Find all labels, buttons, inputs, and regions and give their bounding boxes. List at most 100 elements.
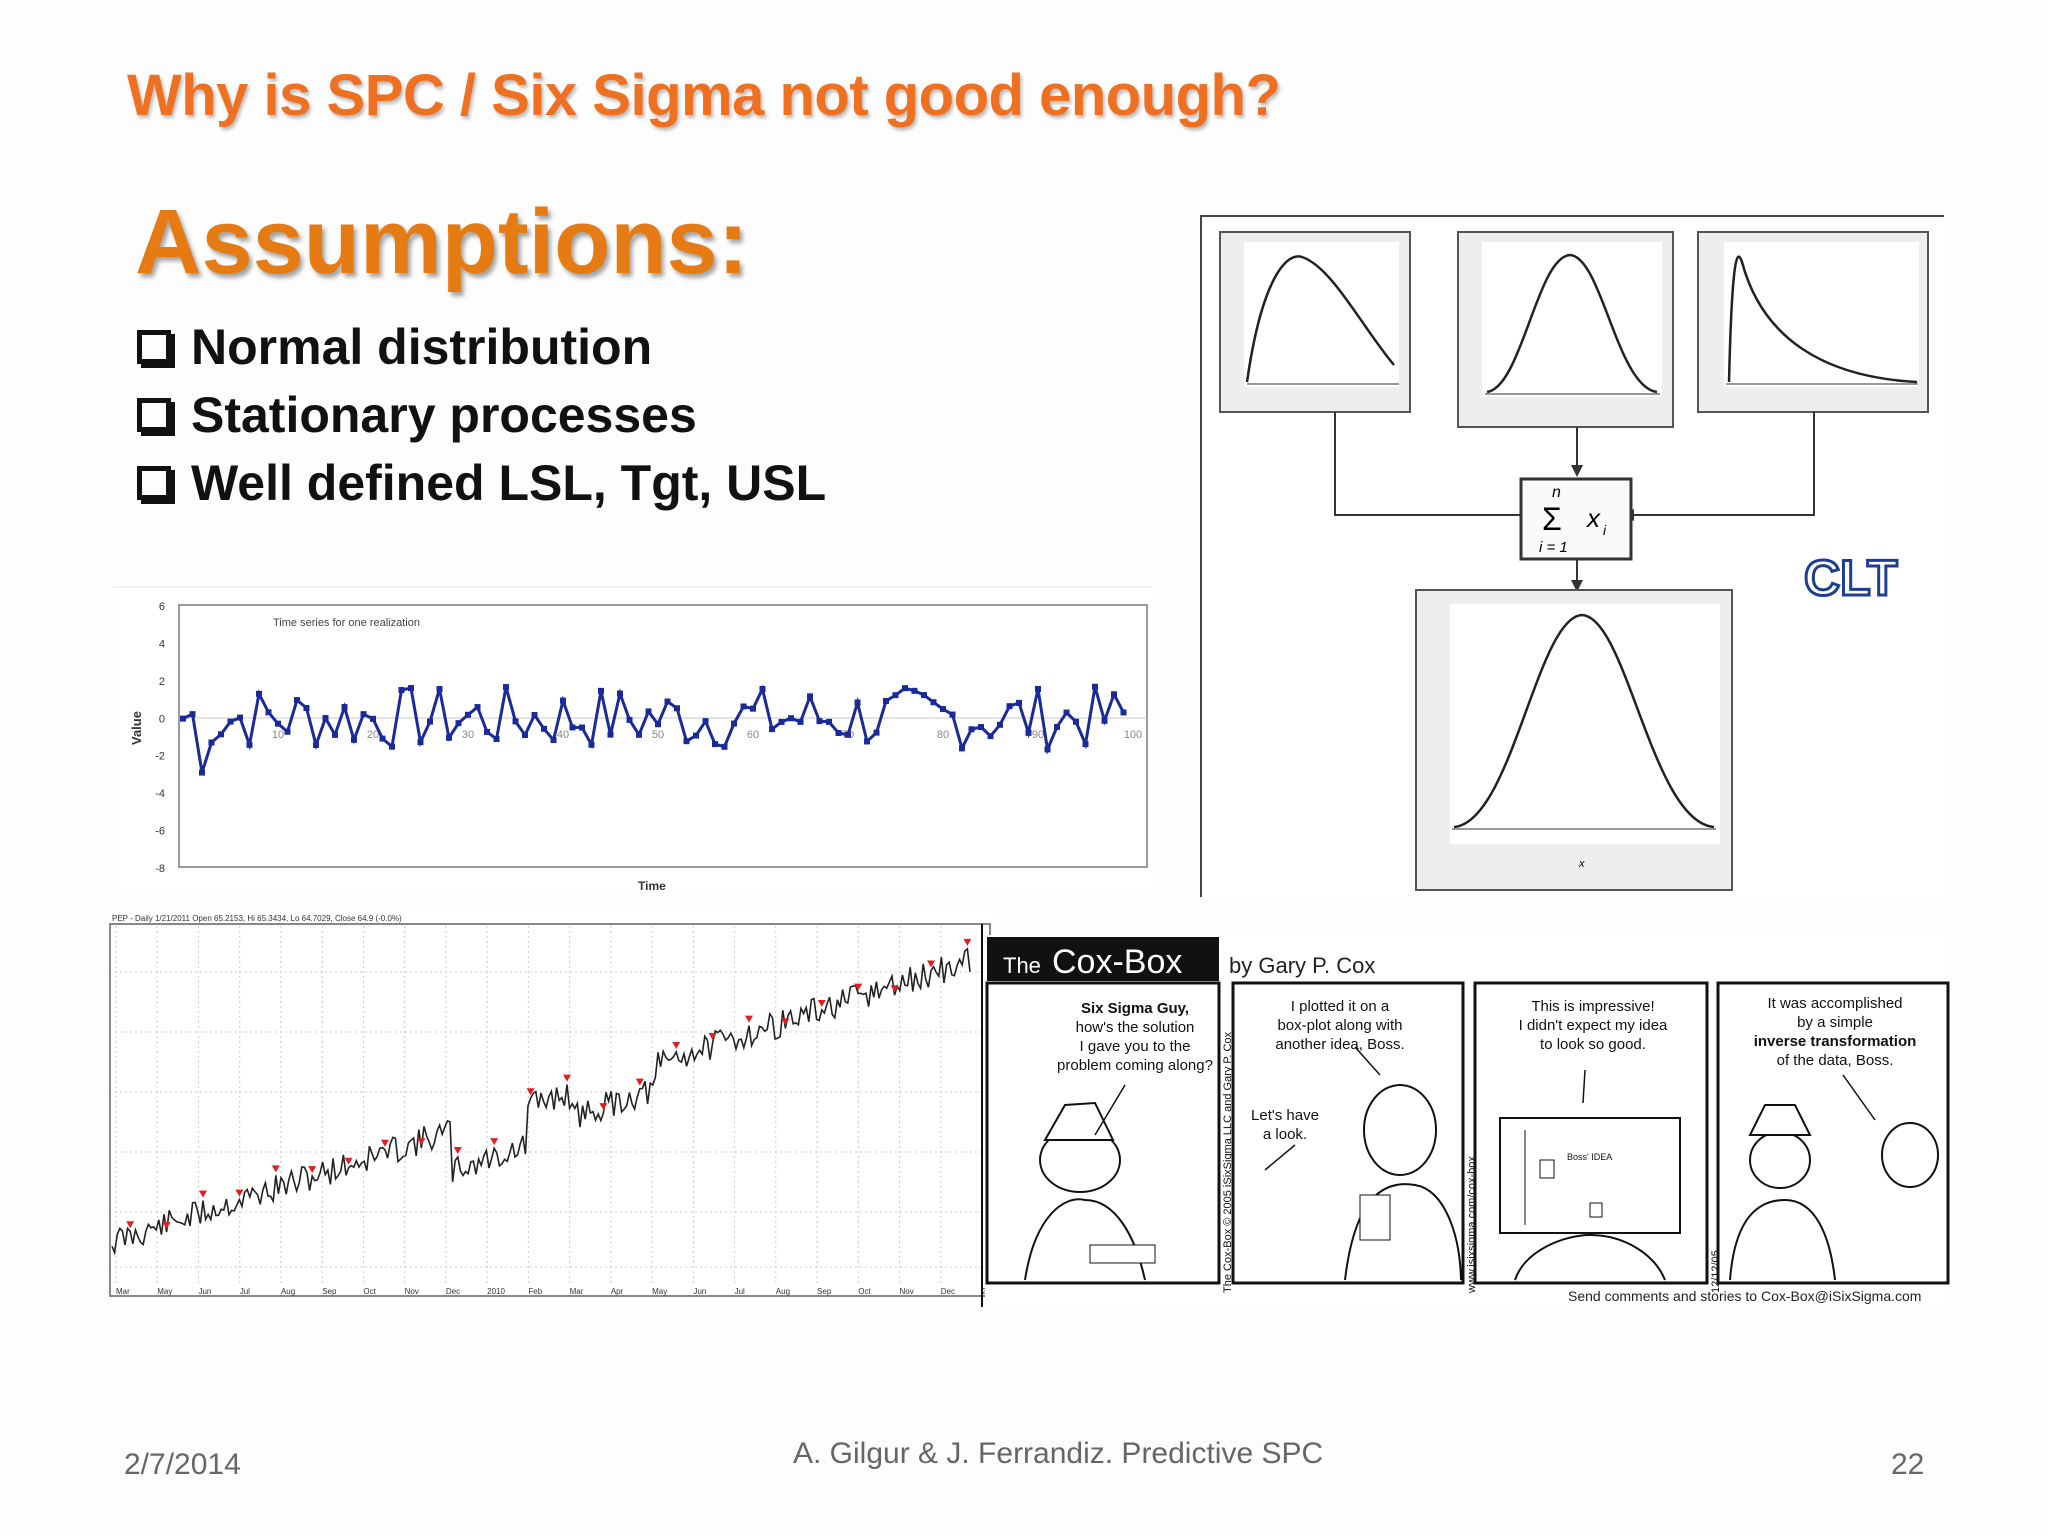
- data-point: [598, 687, 604, 694]
- data-point: [1025, 729, 1032, 736]
- signal-marker: [635, 1078, 644, 1086]
- month-label: Jul: [735, 1287, 745, 1296]
- data-point: [883, 698, 889, 705]
- data-point: [892, 692, 899, 699]
- month-label: Sep: [817, 1287, 832, 1296]
- signal-marker: [890, 985, 899, 993]
- x-tick-label: 90: [1032, 729, 1044, 741]
- comic-panel-2: I plotted it on a box-plot along with anot…: [1231, 981, 1465, 1285]
- month-label: May: [652, 1287, 667, 1296]
- slide-title: Why is SPC / Six Sigma not good enough?: [127, 63, 1281, 128]
- data-point: [550, 737, 557, 744]
- month-label: Nov: [900, 1287, 914, 1296]
- clt-diagram: n Σ x i i = 1 x CLT: [1200, 215, 1944, 897]
- data-point: [446, 734, 452, 741]
- month-label: Dec: [941, 1287, 955, 1296]
- data-point: [218, 731, 224, 738]
- data-point: [826, 718, 832, 725]
- page-number: 22: [1891, 1448, 1925, 1481]
- data-point: [588, 741, 595, 748]
- signal-marker: [599, 1103, 608, 1111]
- data-point: [1073, 718, 1079, 725]
- comic-strip: The Cox-Box by Gary P. Cox Six Sigma Guy…: [985, 937, 1950, 1304]
- normal-distribution-panel: [1457, 231, 1674, 428]
- data-point: [1101, 717, 1108, 724]
- data-point: [978, 724, 984, 731]
- data-point: [313, 741, 319, 748]
- data-point: [693, 732, 699, 739]
- data-point: [493, 735, 500, 742]
- stock-chart-header: PEP - Daily 1/21/2011 Open 65.2153, Hi 6…: [112, 914, 402, 923]
- data-point: [940, 706, 946, 713]
- svg-text:x: x: [1585, 503, 1601, 533]
- data-point: [607, 731, 614, 738]
- data-point: [284, 728, 291, 735]
- data-point: [968, 726, 975, 733]
- month-label: Jun: [198, 1287, 211, 1296]
- data-point: [351, 736, 357, 743]
- x-tick-label: 30: [462, 729, 474, 741]
- data-point: [322, 715, 329, 722]
- comic-panel-4: It was accomplished by a simple inverse tr…: [1716, 981, 1950, 1285]
- data-point: [1016, 699, 1022, 706]
- x-tick-label: 20: [367, 729, 379, 741]
- data-point: [702, 718, 709, 725]
- data-point: [303, 704, 310, 711]
- data-point: [427, 718, 433, 725]
- month-label: May: [157, 1287, 172, 1296]
- data-point: [512, 718, 519, 725]
- data-point: [626, 716, 633, 723]
- y-tick-label: 4: [159, 638, 165, 650]
- data-point: [807, 693, 813, 700]
- data-point: [1044, 746, 1051, 753]
- month-label: Sep: [322, 1287, 337, 1296]
- svg-text:x: x: [1578, 858, 1585, 870]
- x-tick-label: 100: [1124, 729, 1142, 741]
- data-point: [655, 721, 661, 728]
- svg-text:i = 1: i = 1: [1539, 539, 1568, 556]
- data-point: [873, 729, 880, 736]
- data-point: [750, 705, 756, 712]
- data-point: [256, 690, 262, 697]
- signal-marker: [271, 1165, 280, 1173]
- clt-label: CLT: [1804, 550, 1897, 606]
- svg-text:n: n: [1552, 484, 1561, 501]
- data-point: [265, 709, 272, 716]
- svg-text:i: i: [1603, 522, 1607, 538]
- x-tick-label: 40: [557, 729, 569, 741]
- signal-marker: [199, 1190, 207, 1198]
- svg-text:This is impressive!I didn't ex: This is impressive! I didn't expect my id…: [1519, 998, 1668, 1053]
- signal-marker: [563, 1074, 571, 1082]
- data-point: [294, 697, 300, 704]
- data-point: [835, 730, 842, 737]
- data-point: [436, 685, 443, 692]
- svg-text:Σ: Σ: [1542, 501, 1562, 537]
- resulting-normal-panel: x: [1415, 589, 1733, 891]
- footer-date: 2/7/2014: [124, 1448, 241, 1481]
- data-point: [275, 720, 281, 727]
- comic-logo-the: The: [1003, 953, 1041, 978]
- footer-authors: A. Gilgur & J. Ferrandiz. Predictive SPC: [793, 1437, 1324, 1470]
- data-point: [854, 699, 861, 706]
- assumptions-heading: Assumptions:: [135, 191, 749, 293]
- data-point: [398, 687, 405, 694]
- data-point: [664, 698, 671, 705]
- data-point: [370, 715, 376, 722]
- signal-marker: [344, 1157, 353, 1165]
- signal-marker: [745, 1015, 753, 1023]
- month-label: Nov: [405, 1287, 419, 1296]
- stock-price-chart: PEP - Daily 1/21/2011 Open 65.2153, Hi 6…: [108, 912, 992, 1307]
- x-tick-label: 80: [937, 729, 949, 741]
- signal-marker: [708, 1032, 717, 1040]
- data-point: [417, 739, 424, 746]
- signal-marker: [490, 1138, 499, 1146]
- data-point: [949, 711, 956, 718]
- cox-box-comic: The Cox-Box by Gary P. Cox Six Sigma Guy…: [985, 935, 1950, 1305]
- data-point: [227, 718, 234, 725]
- month-label: Aug: [776, 1287, 790, 1296]
- data-point: [645, 708, 652, 715]
- data-point: [199, 769, 205, 776]
- y-axis-label: Value: [129, 711, 144, 745]
- data-point: [1092, 683, 1098, 690]
